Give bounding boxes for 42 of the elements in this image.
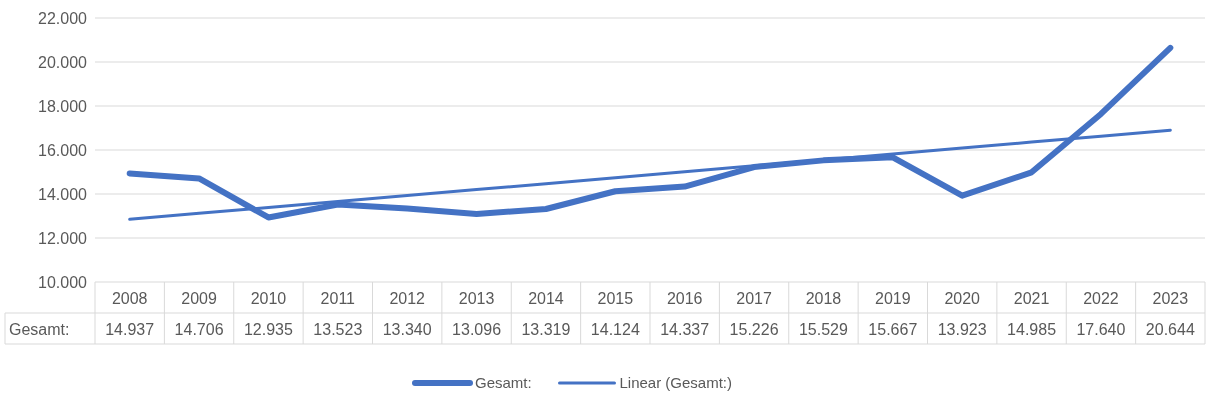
- x-tick-label: 2013: [458, 290, 495, 307]
- data-label: 13.523: [313, 321, 363, 338]
- y-tick-label: 20.000: [38, 54, 88, 71]
- data-label: 14.937: [105, 321, 155, 338]
- data-label: 13.096: [452, 321, 502, 338]
- y-tick-label: 16.000: [38, 142, 88, 159]
- legend-label: Gesamt:: [475, 374, 532, 391]
- data-label: 14.985: [1007, 321, 1057, 338]
- x-tick-label: 2012: [389, 290, 426, 307]
- y-tick-label: 22.000: [38, 10, 88, 27]
- data-label: 14.124: [590, 321, 640, 338]
- data-label: 15.226: [729, 321, 779, 338]
- data-label: 13.923: [937, 321, 987, 338]
- x-tick-label: 2010: [250, 290, 287, 307]
- y-tick-label: 18.000: [38, 98, 88, 115]
- data-label: 13.340: [382, 321, 432, 338]
- data-label: 17.640: [1076, 321, 1126, 338]
- x-tick-label: 2021: [1013, 290, 1050, 307]
- data-label: 14.337: [660, 321, 710, 338]
- x-tick-label: 2018: [805, 290, 842, 307]
- text: Gesamt:: [9, 321, 70, 338]
- data-label: 14.706: [174, 321, 224, 338]
- data-label: 20.644: [1145, 321, 1195, 338]
- data-label: 15.667: [868, 321, 918, 338]
- x-tick-label: 2023: [1152, 290, 1189, 307]
- x-tick-label: 2016: [666, 290, 703, 307]
- data-label: 12.935: [243, 321, 294, 338]
- x-tick-label: 2015: [597, 290, 634, 307]
- y-tick-label: 12.000: [38, 230, 88, 247]
- y-tick-label: 14.000: [38, 186, 88, 203]
- x-tick-label: 2008: [111, 290, 148, 307]
- x-tick-label: 2022: [1083, 290, 1119, 307]
- x-tick-label: 2014: [528, 290, 564, 307]
- x-tick-label: 2019: [875, 290, 911, 307]
- x-tick-label: 2017: [736, 290, 772, 307]
- legend-label: Linear (Gesamt:): [619, 374, 733, 391]
- data-label: 13.319: [521, 321, 571, 338]
- x-tick-label: 2009: [181, 290, 217, 307]
- x-tick-label: 2020: [944, 290, 981, 307]
- y-tick-label: 10.000: [38, 274, 88, 291]
- x-tick-label: 2011: [320, 290, 356, 307]
- data-label: 15.529: [798, 321, 849, 338]
